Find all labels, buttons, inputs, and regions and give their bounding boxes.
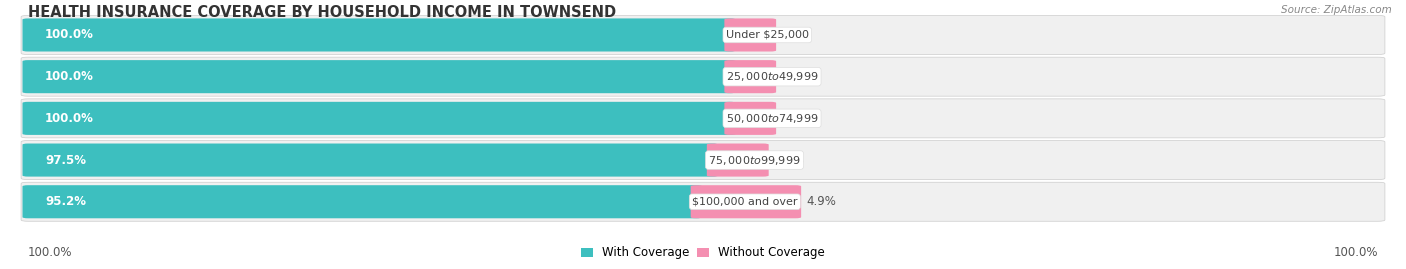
Text: 100.0%: 100.0% (45, 29, 94, 41)
Text: 0.0%: 0.0% (782, 70, 811, 83)
Text: 100.0%: 100.0% (45, 70, 94, 83)
Text: 100.0%: 100.0% (28, 246, 73, 259)
FancyBboxPatch shape (724, 102, 776, 135)
Text: 100.0%: 100.0% (1333, 246, 1378, 259)
FancyBboxPatch shape (707, 144, 769, 176)
FancyBboxPatch shape (22, 102, 735, 135)
Text: HEALTH INSURANCE COVERAGE BY HOUSEHOLD INCOME IN TOWNSEND: HEALTH INSURANCE COVERAGE BY HOUSEHOLD I… (28, 5, 616, 20)
FancyBboxPatch shape (22, 60, 735, 93)
FancyBboxPatch shape (21, 99, 1385, 138)
Text: Source: ZipAtlas.com: Source: ZipAtlas.com (1281, 5, 1392, 15)
Text: Under $25,000: Under $25,000 (725, 30, 808, 40)
Text: $25,000 to $49,999: $25,000 to $49,999 (725, 70, 818, 83)
Text: 95.2%: 95.2% (45, 195, 86, 208)
Text: 97.5%: 97.5% (45, 154, 86, 167)
Text: 100.0%: 100.0% (45, 112, 94, 125)
Text: $50,000 to $74,999: $50,000 to $74,999 (725, 112, 818, 125)
Text: 4.9%: 4.9% (807, 195, 837, 208)
Text: 2.5%: 2.5% (775, 154, 804, 167)
FancyBboxPatch shape (21, 57, 1385, 96)
Text: 0.0%: 0.0% (782, 112, 811, 125)
Text: $100,000 and over: $100,000 and over (692, 197, 797, 207)
FancyBboxPatch shape (690, 185, 801, 218)
FancyBboxPatch shape (21, 182, 1385, 221)
FancyBboxPatch shape (22, 144, 718, 176)
FancyBboxPatch shape (21, 140, 1385, 180)
FancyBboxPatch shape (724, 18, 776, 52)
FancyBboxPatch shape (22, 18, 735, 52)
Text: 0.0%: 0.0% (782, 29, 811, 41)
FancyBboxPatch shape (21, 15, 1385, 54)
FancyBboxPatch shape (724, 60, 776, 93)
Legend: With Coverage, Without Coverage: With Coverage, Without Coverage (576, 242, 830, 264)
FancyBboxPatch shape (22, 185, 702, 218)
Text: $75,000 to $99,999: $75,000 to $99,999 (709, 154, 800, 167)
